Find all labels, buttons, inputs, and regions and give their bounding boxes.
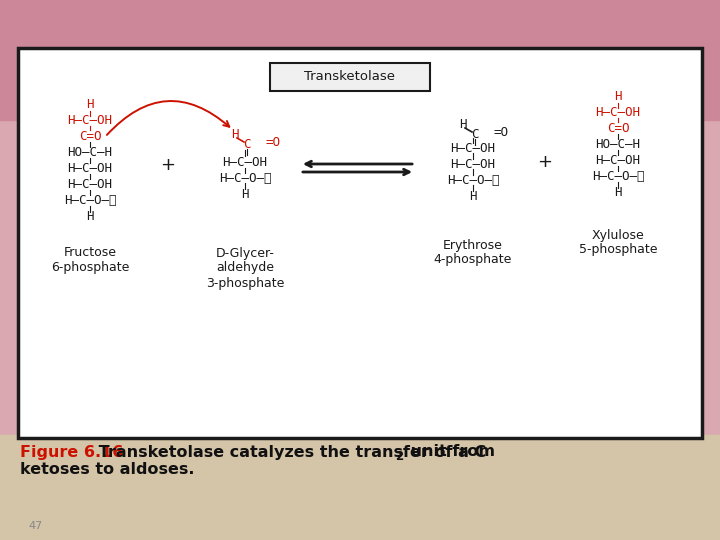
Bar <box>18 48 702 438</box>
Text: C: C <box>472 129 479 141</box>
Text: 2: 2 <box>395 449 403 462</box>
Text: +: + <box>538 153 552 171</box>
Text: H–C–OH: H–C–OH <box>451 158 495 171</box>
Text: 4-phosphate: 4-phosphate <box>434 253 512 267</box>
Text: ketoses to aldoses.: ketoses to aldoses. <box>20 462 194 476</box>
Text: H–C–OH: H–C–OH <box>595 106 641 119</box>
Text: Xylulose: Xylulose <box>592 228 644 241</box>
Text: H: H <box>86 211 94 224</box>
Text: C: C <box>243 138 251 152</box>
Text: unit from: unit from <box>405 444 495 460</box>
Text: 47: 47 <box>28 521 42 531</box>
Text: aldehyde: aldehyde <box>216 261 274 274</box>
Text: Figure 6.16: Figure 6.16 <box>20 444 123 460</box>
Text: H–C–O–Ⓟ: H–C–O–Ⓟ <box>592 171 644 184</box>
Text: H: H <box>231 129 239 141</box>
Text: =O: =O <box>265 137 280 150</box>
Text: H–C–OH: H–C–OH <box>222 156 268 168</box>
Text: H: H <box>241 187 248 200</box>
FancyArrowPatch shape <box>107 101 229 135</box>
Text: 6-phosphate: 6-phosphate <box>51 261 129 274</box>
Text: H: H <box>86 98 94 111</box>
Bar <box>0 0 720 120</box>
Text: D-Glycer-: D-Glycer- <box>215 246 274 260</box>
Text: 5-phosphate: 5-phosphate <box>579 244 657 256</box>
Text: H: H <box>469 190 477 202</box>
FancyBboxPatch shape <box>270 63 430 91</box>
Text: +: + <box>161 156 176 174</box>
Text: 3-phosphate: 3-phosphate <box>206 276 284 289</box>
Text: H–C–OH: H–C–OH <box>68 163 112 176</box>
Text: H–C–OH: H–C–OH <box>595 154 641 167</box>
Text: C=O: C=O <box>607 123 629 136</box>
Text: Transketolase: Transketolase <box>305 71 395 84</box>
Text: C=O: C=O <box>78 131 102 144</box>
Text: H–C–O–Ⓟ: H–C–O–Ⓟ <box>446 173 499 186</box>
Text: Erythrose: Erythrose <box>443 239 503 252</box>
Bar <box>0 435 720 540</box>
Text: H–C–O–Ⓟ: H–C–O–Ⓟ <box>64 194 116 207</box>
Text: H: H <box>459 118 467 132</box>
Text: H–C–OH: H–C–OH <box>68 114 112 127</box>
Text: H: H <box>614 91 622 104</box>
Text: H: H <box>614 186 622 199</box>
Text: H–C–OH: H–C–OH <box>451 141 495 154</box>
Text: Fructose: Fructose <box>63 246 117 260</box>
Text: HO–C–H: HO–C–H <box>595 138 641 152</box>
Text: H–C–OH: H–C–OH <box>68 179 112 192</box>
Text: =O: =O <box>493 126 508 139</box>
Text: H–C–O–Ⓟ: H–C–O–Ⓟ <box>219 172 271 185</box>
Text: HO–C–H: HO–C–H <box>68 146 112 159</box>
Text: Transketolase catalyzes the transfer of a C: Transketolase catalyzes the transfer of … <box>93 444 486 460</box>
